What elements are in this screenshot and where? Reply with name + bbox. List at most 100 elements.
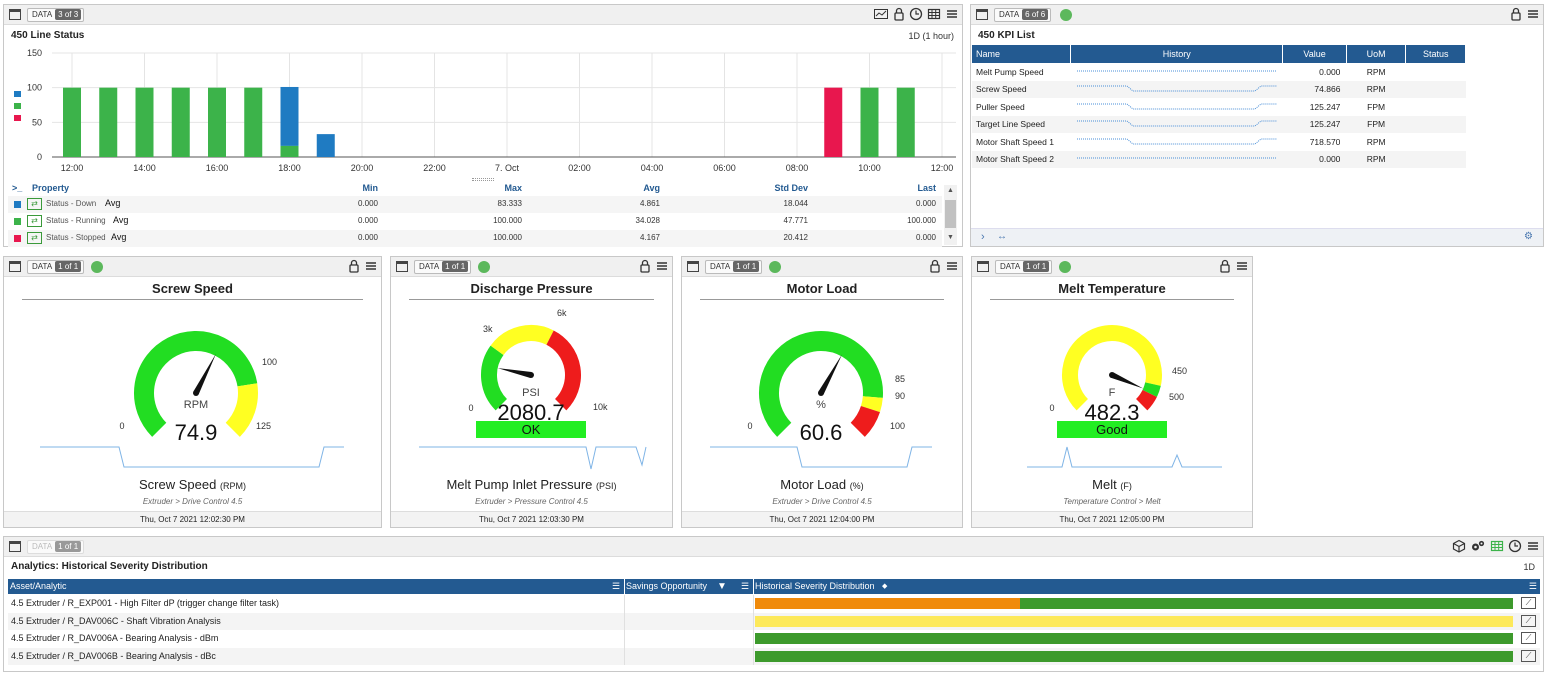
trend-icon[interactable]: ⟋ bbox=[1521, 632, 1536, 644]
time-range[interactable]: 1D bbox=[1523, 562, 1535, 572]
asset-name[interactable]: 4.5 Extruder / R_DAV006B - Bearing Analy… bbox=[11, 650, 216, 661]
gauge-band bbox=[225, 383, 258, 437]
bar[interactable] bbox=[171, 87, 190, 157]
col-asset[interactable]: Asset/Analytic bbox=[10, 581, 67, 591]
bar[interactable] bbox=[208, 87, 226, 157]
filter-icon[interactable]: ▼ bbox=[717, 581, 727, 592]
data-badge[interactable]: DATA 1 of 1 bbox=[27, 540, 85, 554]
expand-icon[interactable]: › bbox=[981, 231, 985, 243]
gauge-unit: % bbox=[816, 399, 826, 411]
settings-icon[interactable]: ⚙ bbox=[1524, 231, 1533, 242]
menu-icon[interactable] bbox=[1235, 259, 1249, 273]
window-icon[interactable] bbox=[9, 541, 21, 552]
data-badge[interactable]: DATA 3 of 3 bbox=[27, 8, 85, 22]
bar[interactable] bbox=[824, 87, 843, 157]
scroll-thumb[interactable] bbox=[945, 200, 956, 228]
col-divider bbox=[624, 595, 625, 613]
lock-icon[interactable] bbox=[929, 259, 941, 273]
trend-icon[interactable] bbox=[873, 7, 889, 21]
swap-icon[interactable]: ⇄ bbox=[27, 215, 42, 227]
data-badge[interactable]: DATA 1 of 1 bbox=[995, 260, 1053, 274]
series-stat[interactable]: Avg bbox=[113, 215, 129, 225]
analytics-row[interactable]: 4.5 Extruder / R_DAV006A - Bearing Analy… bbox=[8, 630, 1540, 648]
menu-icon[interactable] bbox=[1526, 7, 1540, 21]
col-status[interactable]: Status bbox=[1405, 45, 1466, 63]
col-uom[interactable]: UoM bbox=[1346, 45, 1407, 63]
series-stat[interactable]: Avg bbox=[111, 232, 127, 242]
menu-icon[interactable] bbox=[1526, 539, 1540, 553]
clock-icon[interactable] bbox=[1508, 539, 1522, 553]
col-savings[interactable]: Savings Opportunity bbox=[626, 581, 708, 591]
kpi-uom: RPM bbox=[1366, 136, 1386, 147]
bar[interactable] bbox=[63, 87, 81, 157]
col-history[interactable]: History bbox=[1070, 45, 1284, 63]
lock-icon[interactable] bbox=[1510, 7, 1522, 21]
data-label: DATA bbox=[32, 10, 53, 19]
asset-name[interactable]: 4.5 Extruder / R_EXP001 - High Filter dP… bbox=[11, 598, 279, 608]
window-icon[interactable] bbox=[977, 261, 989, 272]
menu-icon[interactable]: ☰ bbox=[741, 581, 750, 591]
kpi-row[interactable]: Screw Speed 74.866 RPM bbox=[972, 80, 1466, 98]
data-badge[interactable]: DATA 1 of 1 bbox=[27, 260, 85, 274]
lock-icon[interactable] bbox=[893, 7, 905, 21]
menu-icon[interactable] bbox=[945, 259, 959, 273]
stats-row[interactable]: ⇄ Status - Running Avg 0.000 100.000 34.028 47… bbox=[8, 213, 942, 230]
window-icon[interactable] bbox=[396, 261, 408, 272]
bar[interactable] bbox=[316, 134, 335, 157]
table-icon[interactable] bbox=[1490, 539, 1504, 553]
clock-icon[interactable] bbox=[909, 7, 923, 21]
lock-icon[interactable] bbox=[348, 259, 360, 273]
col-name[interactable]: Name bbox=[972, 45, 1072, 63]
bar[interactable] bbox=[896, 87, 915, 157]
trend-icon[interactable]: ⟋ bbox=[1521, 597, 1536, 609]
table-icon[interactable] bbox=[927, 7, 941, 21]
menu-icon[interactable] bbox=[364, 259, 378, 273]
stats-scrollbar[interactable]: ▲ ▼ bbox=[944, 185, 957, 245]
bar[interactable] bbox=[860, 87, 879, 157]
data-badge[interactable]: DATA 6 of 6 bbox=[994, 8, 1052, 22]
menu-icon[interactable] bbox=[655, 259, 669, 273]
trend-icon[interactable]: ⟋ bbox=[1521, 614, 1536, 627]
splitter-handle[interactable] bbox=[472, 178, 494, 181]
gears-icon[interactable] bbox=[1470, 539, 1486, 553]
sort-icon[interactable]: ◆ bbox=[882, 583, 888, 590]
window-icon[interactable] bbox=[976, 9, 988, 20]
asset-name[interactable]: 4.5 Extruder / R_DAV006A - Bearing Analy… bbox=[11, 633, 219, 643]
window-icon[interactable] bbox=[687, 261, 699, 272]
data-badge[interactable]: DATA 1 of 1 bbox=[705, 260, 763, 274]
menu-icon[interactable]: ☰ bbox=[612, 581, 621, 591]
window-icon[interactable] bbox=[9, 261, 21, 272]
bar[interactable] bbox=[99, 87, 118, 157]
analytics-row[interactable]: 4.5 Extruder / R_DAV006C - Shaft Vibrati… bbox=[8, 612, 1540, 630]
bar[interactable] bbox=[280, 145, 299, 157]
lock-icon[interactable] bbox=[1219, 259, 1231, 273]
swap-icon[interactable]: ⇄ bbox=[27, 232, 42, 244]
kpi-row[interactable]: Puller Speed 125.247 FPM bbox=[972, 98, 1466, 116]
trend-icon[interactable]: ⟋ bbox=[1521, 649, 1536, 662]
prompt-icon[interactable]: >_ bbox=[12, 183, 23, 193]
kpi-row[interactable]: Melt Pump Speed 0.000 RPM bbox=[972, 63, 1466, 81]
window-icon[interactable] bbox=[9, 9, 21, 20]
cube-icon[interactable] bbox=[1452, 539, 1466, 553]
stats-row[interactable]: ⇄ Status - Down Avg 0.000 83.333 4.861 18.044 0… bbox=[8, 196, 942, 213]
bar[interactable] bbox=[135, 87, 154, 157]
kpi-row[interactable]: Motor Shaft Speed 2 0.000 RPM bbox=[972, 150, 1466, 168]
menu-icon[interactable]: ☰ bbox=[1528, 581, 1537, 591]
stats-row[interactable]: ⇄ Status - Stopped Avg 0.000 100.000 4.167 20.… bbox=[8, 230, 942, 247]
analytics-row[interactable]: 4.5 Extruder / R_DAV006B - Bearing Analy… bbox=[8, 647, 1540, 665]
lock-icon[interactable] bbox=[639, 259, 651, 273]
kpi-row[interactable]: Target Line Speed 125.247 FPM bbox=[972, 115, 1466, 133]
analytics-row[interactable]: 4.5 Extruder / R_EXP001 - High Filter dP… bbox=[8, 595, 1540, 613]
kpi-row[interactable]: Motor Shaft Speed 1 718.570 RPM bbox=[972, 133, 1466, 151]
resize-icon[interactable]: ↔ bbox=[997, 231, 1007, 242]
menu-icon[interactable] bbox=[945, 7, 959, 21]
bar[interactable] bbox=[244, 87, 263, 157]
col-value[interactable]: Value bbox=[1282, 45, 1347, 63]
asset-name[interactable]: 4.5 Extruder / R_DAV006C - Shaft Vibrati… bbox=[11, 615, 221, 626]
bar[interactable] bbox=[280, 86, 299, 146]
col-distribution[interactable]: Historical Severity Distribution bbox=[755, 581, 875, 591]
series-stat[interactable]: Avg bbox=[105, 198, 121, 208]
data-badge[interactable]: DATA 1 of 1 bbox=[414, 260, 472, 274]
swap-icon[interactable]: ⇄ bbox=[27, 198, 42, 210]
time-range[interactable]: 1D (1 hour) bbox=[908, 31, 954, 41]
